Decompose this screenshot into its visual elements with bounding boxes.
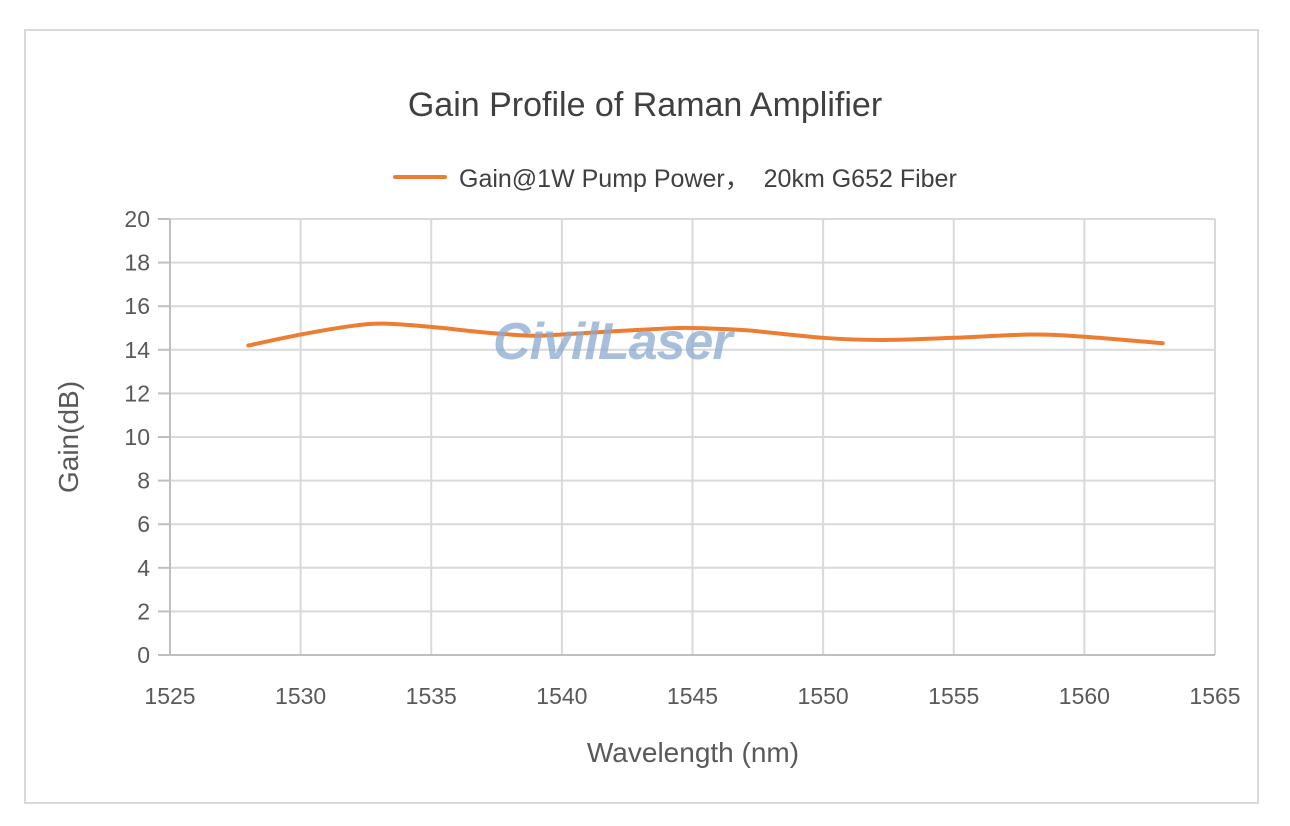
y-axis-title: Gain(dB) <box>53 381 84 493</box>
x-tick-label: 1535 <box>406 683 457 709</box>
x-axis-title: Wavelength (nm) <box>587 737 799 768</box>
chart-frame <box>24 29 1259 804</box>
y-axis-ticks: 0 2 4 6 8 10 12 14 16 18 20 <box>124 206 171 668</box>
gain-series-line <box>246 321 1165 348</box>
y-tick-label: 16 <box>124 293 150 319</box>
y-tick-label: 2 <box>137 598 150 624</box>
x-tick-label: 1540 <box>536 683 587 709</box>
y-tick-label: 10 <box>124 424 150 450</box>
y-tick-label: 20 <box>124 206 150 232</box>
gridlines <box>169 218 1216 656</box>
x-tick-label: 1550 <box>798 683 849 709</box>
y-tick-label: 6 <box>137 511 150 537</box>
legend-line-swatch-icon <box>393 175 447 179</box>
x-tick-label: 1560 <box>1059 683 1110 709</box>
y-tick-label: 0 <box>137 642 150 668</box>
x-tick-label: 1530 <box>275 683 326 709</box>
x-tick-label: 1545 <box>667 683 718 709</box>
x-tick-label: 1555 <box>928 683 979 709</box>
y-tick-label: 4 <box>137 555 150 581</box>
x-axis-ticks: 1525 1530 1535 1540 1545 1550 1555 1560 1565 <box>144 654 1241 709</box>
x-tick-label: 1525 <box>144 683 195 709</box>
y-tick-label: 12 <box>124 380 150 406</box>
y-tick-label: 8 <box>137 468 150 494</box>
x-tick-label: 1565 <box>1189 683 1240 709</box>
chart-title: Gain Profile of Raman Amplifier <box>407 86 883 124</box>
y-tick-label: 14 <box>124 337 150 363</box>
y-tick-label: 18 <box>124 250 150 276</box>
legend-label: Gain@1W Pump Power， 20km G652 Fiber <box>459 165 957 193</box>
legend: Gain@1W Pump Power， 20km G652 Fiber <box>393 160 957 194</box>
